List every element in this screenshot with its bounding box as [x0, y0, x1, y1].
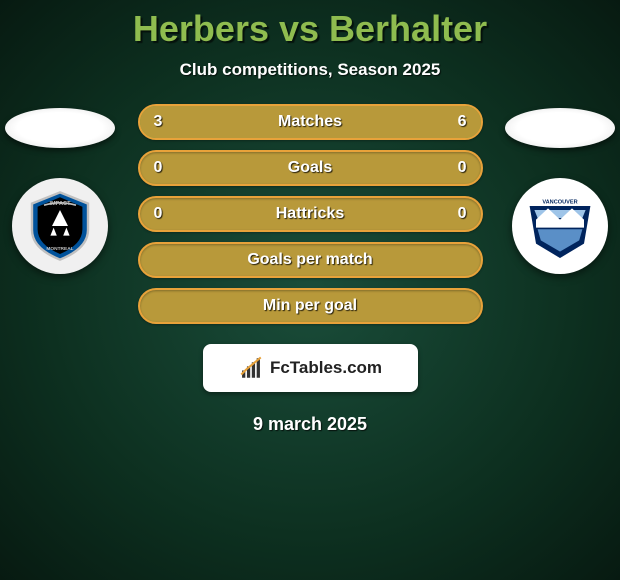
stat-label: Hattricks — [276, 205, 344, 223]
date-label: 9 march 2025 — [0, 414, 620, 435]
page-title: Herbers vs Berhalter — [0, 0, 620, 50]
club-badge-right: VANCOUVER — [512, 178, 608, 274]
svg-text:IMPACT: IMPACT — [49, 201, 71, 207]
site-badge[interactable]: FcTables.com — [203, 344, 418, 392]
bar-chart-icon — [238, 355, 264, 381]
site-name: FcTables.com — [270, 358, 382, 378]
stat-value-right: 0 — [444, 152, 481, 184]
svg-text:MONTREAL: MONTREAL — [46, 246, 73, 252]
stat-value-left: 3 — [140, 106, 177, 138]
stat-row: Min per goal — [138, 288, 483, 324]
stats-table: 3 6 Matches 0 0 Goals 0 0 Hattricks Goals per mat… — [138, 104, 483, 324]
stat-value-left: 0 — [140, 152, 177, 184]
subtitle: Club competitions, Season 2025 — [0, 60, 620, 80]
player-right-avatar — [505, 108, 615, 148]
stat-row: 0 0 Goals — [138, 150, 483, 186]
comparison-area: IMPACT MONTREAL VANCOUVER 3 6 Matches 0 0 Goa… — [0, 104, 620, 324]
stat-row: 0 0 Hattricks — [138, 196, 483, 232]
stat-value-left: 0 — [140, 198, 177, 230]
stat-label: Matches — [278, 113, 342, 131]
player-left-avatar — [5, 108, 115, 148]
stat-row: Goals per match — [138, 242, 483, 278]
stat-value-right: 6 — [444, 106, 481, 138]
svg-text:VANCOUVER: VANCOUVER — [542, 200, 577, 206]
stat-label: Goals per match — [247, 251, 372, 269]
club-badge-left: IMPACT MONTREAL — [12, 178, 108, 274]
player-left-column: IMPACT MONTREAL — [0, 104, 120, 274]
stat-row: 3 6 Matches — [138, 104, 483, 140]
stat-label: Min per goal — [263, 297, 357, 315]
stat-label: Goals — [288, 159, 332, 177]
vancouver-whitecaps-logo-icon: VANCOUVER — [520, 186, 600, 266]
stat-value-right: 0 — [444, 198, 481, 230]
player-right-column: VANCOUVER — [500, 104, 620, 274]
montreal-impact-logo-icon: IMPACT MONTREAL — [20, 186, 100, 266]
